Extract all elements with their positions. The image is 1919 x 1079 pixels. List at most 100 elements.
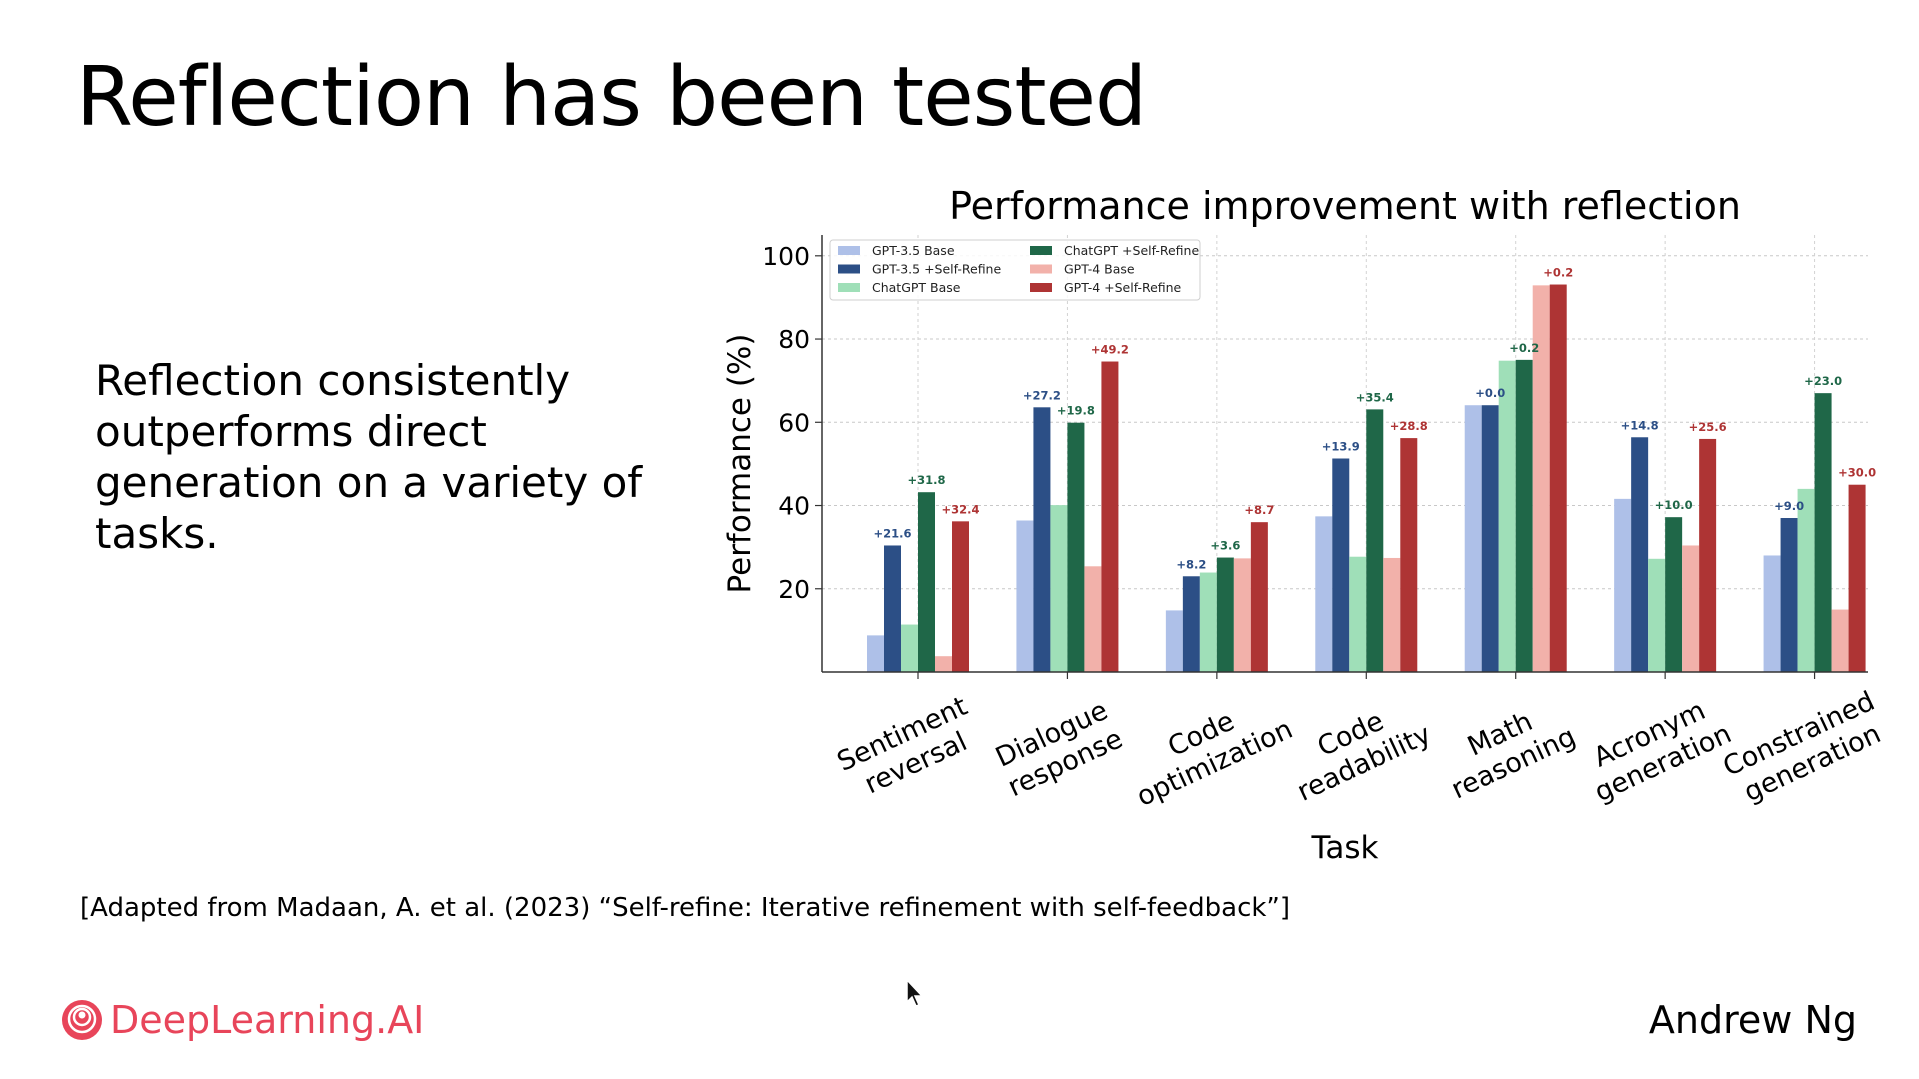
bar-s4-c1 (1084, 566, 1102, 672)
bar-s5-c3 (1400, 438, 1418, 672)
bar-s0-c3 (1315, 516, 1333, 672)
annotation-4: +0.0 (1475, 386, 1505, 400)
y-axis-title: Performance (%) (722, 334, 758, 594)
bar-s1-c5 (1631, 437, 1649, 672)
bar-s0-c0 (867, 635, 884, 672)
bar-s3-c3 (1366, 409, 1384, 672)
bar-s4-c4 (1532, 285, 1550, 672)
bar-s4-c0 (935, 656, 952, 672)
x-tick-label-5: Acronymgeneration (1576, 689, 1736, 808)
annotation-16: +8.7 (1244, 503, 1274, 517)
bar-s3-c0 (918, 492, 935, 672)
y-tick-label-4: 100 (762, 242, 810, 271)
citation: [Adapted from Madaan, A. et al. (2023) “… (80, 893, 1291, 923)
legend-swatch-5 (1030, 283, 1052, 292)
annotation-13: +23.0 (1804, 374, 1842, 388)
x-tick-label-2: Codeoptimization (1119, 685, 1298, 813)
legend-swatch-2 (838, 283, 860, 292)
bar-s1-c0 (884, 545, 901, 672)
y-tick-label-0: 20 (778, 575, 810, 604)
bar-s3-c4 (1515, 359, 1533, 672)
logo-text: DeepLearning.AI (110, 998, 425, 1042)
legend-swatch-4 (1030, 264, 1052, 274)
legend-label-4: GPT-4 Base (1064, 262, 1135, 277)
annotation-18: +0.2 (1543, 266, 1573, 280)
brand-logo: DeepLearning.AI (60, 998, 424, 1042)
bar-s5-c5 (1699, 438, 1717, 672)
bar-s5-c1 (1101, 361, 1119, 672)
y-tick-label-1: 40 (778, 492, 810, 521)
legend-swatch-3 (1030, 246, 1052, 255)
bar-s2-c3 (1349, 556, 1367, 672)
annotation-17: +28.8 (1390, 419, 1428, 433)
annotation-1: +27.2 (1023, 388, 1061, 402)
x-axis-title: Task (1311, 830, 1379, 866)
bar-s2-c5 (1648, 558, 1666, 672)
deeplearning-logo-icon (62, 1000, 102, 1040)
bar-s1-c4 (1481, 405, 1499, 672)
bar-s0-c5 (1614, 498, 1632, 672)
bar-s4-c5 (1682, 545, 1700, 672)
annotation-3: +13.9 (1322, 439, 1360, 453)
legend-label-1: GPT-3.5 +Self-Refine (872, 262, 1001, 277)
bar-s2-c0 (901, 624, 918, 672)
bar-s0-c4 (1464, 405, 1482, 672)
bar-s4-c6 (1831, 609, 1849, 672)
annotation-2: +8.2 (1176, 557, 1206, 571)
annotation-0: +21.6 (873, 526, 911, 540)
x-tick-label-3: Codereadability (1279, 690, 1436, 808)
x-tick-label-4: Mathreasoning (1433, 692, 1580, 805)
bar-s0-c2 (1165, 610, 1183, 672)
legend-box (829, 239, 1201, 301)
bar-s2-c6 (1797, 488, 1815, 672)
bar-s3-c5 (1665, 517, 1683, 672)
bar-s5-c0 (952, 521, 969, 672)
author-name: Andrew Ng (1648, 998, 1857, 1042)
legend-label-0: GPT-3.5 Base (872, 243, 955, 258)
bar-s5-c2 (1250, 522, 1268, 672)
x-tick-label-6: Constrainedgeneration (1718, 686, 1892, 812)
legend-label-5: GPT-4 +Self-Refine (1064, 280, 1182, 295)
x-tick-label-0: Sentimentreversal (833, 691, 986, 807)
mouse-pointer-icon (906, 978, 924, 1007)
bar-s4-c2 (1233, 558, 1251, 672)
bar-s1-c3 (1332, 458, 1350, 672)
legend-label-3: ChatGPT +Self-Refine (1064, 243, 1199, 258)
bar-s5-c6 (1848, 484, 1866, 672)
bar-s0-c6 (1763, 555, 1781, 672)
bar-s2-c2 (1199, 572, 1217, 672)
chart-title: Performance improvement with reflection (949, 184, 1741, 228)
annotation-14: +32.4 (941, 502, 979, 516)
annotation-15: +49.2 (1091, 343, 1129, 357)
annotation-12: +10.0 (1655, 498, 1693, 512)
bar-s2-c1 (1050, 505, 1068, 672)
bar-s2-c4 (1498, 360, 1516, 672)
annotation-6: +9.0 (1774, 499, 1804, 513)
bar-s4-c3 (1383, 557, 1401, 672)
annotation-10: +35.4 (1356, 390, 1394, 404)
slide-title: Reflection has been tested (76, 50, 1147, 145)
bar-s3-c6 (1814, 393, 1832, 672)
bar-s1-c1 (1033, 407, 1051, 672)
bar-s5-c4 (1549, 284, 1567, 672)
bar-s0-c1 (1016, 520, 1034, 672)
y-tick-label-3: 80 (778, 325, 810, 354)
annotation-7: +31.8 (907, 473, 945, 487)
x-tick-label-1: Dialogueresponse (990, 694, 1128, 803)
bullet-text: Reflection consistently outperforms dire… (95, 356, 643, 558)
annotation-11: +0.2 (1509, 341, 1539, 355)
legend-label-2: ChatGPT Base (872, 280, 961, 295)
bar-s3-c1 (1067, 422, 1085, 672)
legend-swatch-0 (838, 246, 860, 255)
annotation-5: +14.8 (1621, 418, 1659, 432)
annotation-19: +25.6 (1689, 420, 1727, 434)
annotation-8: +19.8 (1057, 404, 1095, 418)
y-tick-label-2: 60 (778, 408, 810, 437)
bar-s3-c2 (1216, 557, 1234, 672)
bar-s1-c2 (1182, 576, 1200, 672)
legend-swatch-1 (838, 264, 860, 274)
annotation-20: +30.0 (1838, 466, 1876, 480)
bar-s1-c6 (1780, 518, 1798, 672)
annotation-9: +3.6 (1210, 539, 1240, 553)
